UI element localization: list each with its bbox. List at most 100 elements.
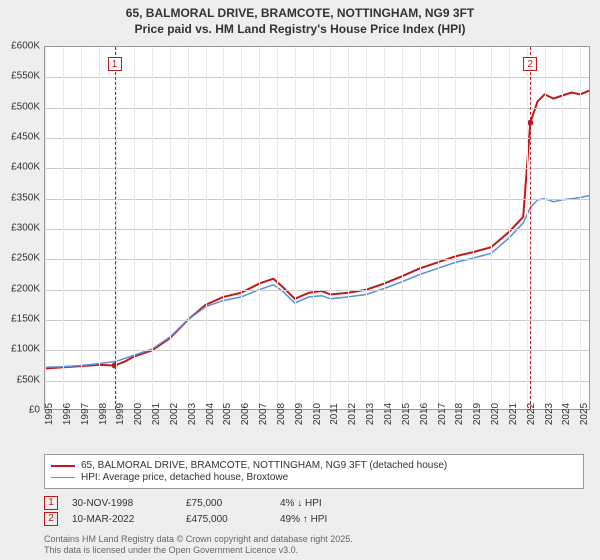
gridline-h: [45, 320, 589, 321]
event-marker: 1: [108, 57, 122, 71]
x-tick-label: 2005: [222, 403, 233, 425]
x-tick-label: 2018: [454, 403, 465, 425]
x-tick-label: 2025: [579, 403, 590, 425]
y-axis: £0£50K£100K£150K£200K£250K£300K£350K£400…: [0, 46, 44, 410]
gridline-v: [188, 47, 189, 409]
legend-swatch: [51, 465, 75, 467]
gridline-v: [438, 47, 439, 409]
gridline-v: [527, 47, 528, 409]
y-tick-label: £500K: [11, 101, 40, 112]
x-tick-label: 2010: [312, 403, 323, 425]
event-date: 30-NOV-1998: [72, 498, 172, 509]
x-tick-label: 2023: [544, 403, 555, 425]
y-tick-label: £0: [29, 405, 40, 416]
x-tick-label: 2012: [347, 403, 358, 425]
gridline-h: [45, 229, 589, 230]
gridline-v: [473, 47, 474, 409]
y-tick-label: £50K: [17, 374, 40, 385]
gridline-v: [562, 47, 563, 409]
y-tick-label: £300K: [11, 223, 40, 234]
gridline-v: [63, 47, 64, 409]
event-price: £475,000: [186, 514, 266, 525]
gridline-h: [45, 290, 589, 291]
gridline-v: [313, 47, 314, 409]
gridline-v: [348, 47, 349, 409]
event-date: 10-MAR-2022: [72, 514, 172, 525]
legend-row: HPI: Average price, detached house, Brox…: [51, 472, 577, 483]
gridline-h: [45, 168, 589, 169]
event-number-box: 2: [44, 512, 58, 526]
attribution-line1: Contains HM Land Registry data © Crown c…: [44, 534, 353, 545]
x-tick-label: 2019: [472, 403, 483, 425]
gridline-v: [366, 47, 367, 409]
gridline-v: [259, 47, 260, 409]
gridline-h: [45, 138, 589, 139]
chart-lines: [45, 47, 589, 409]
gridline-v: [170, 47, 171, 409]
x-tick-label: 2024: [561, 403, 572, 425]
x-tick-label: 1997: [80, 403, 91, 425]
x-tick-label: 2011: [329, 403, 340, 425]
y-tick-label: £550K: [11, 71, 40, 82]
legend-label: HPI: Average price, detached house, Brox…: [81, 472, 288, 483]
event-row: 2 10-MAR-2022 £475,000 49% ↑ HPI: [44, 512, 584, 526]
gridline-v: [295, 47, 296, 409]
legend-row: 65, BALMORAL DRIVE, BRAMCOTE, NOTTINGHAM…: [51, 460, 577, 471]
x-tick-label: 1995: [44, 403, 55, 425]
x-tick-label: 2007: [258, 403, 269, 425]
series-hpi: [45, 196, 589, 368]
gridline-v: [580, 47, 581, 409]
gridline-v: [241, 47, 242, 409]
gridline-v: [116, 47, 117, 409]
x-tick-label: 1996: [62, 403, 73, 425]
x-tick-label: 2004: [205, 403, 216, 425]
gridline-v: [420, 47, 421, 409]
x-tick-label: 2015: [401, 403, 412, 425]
x-tick-label: 2003: [187, 403, 198, 425]
event-number-box: 1: [44, 496, 58, 510]
x-tick-label: 2020: [490, 403, 501, 425]
gridline-v: [509, 47, 510, 409]
gridline-h: [45, 199, 589, 200]
legend: 65, BALMORAL DRIVE, BRAMCOTE, NOTTINGHAM…: [44, 454, 584, 489]
title-line1: 65, BALMORAL DRIVE, BRAMCOTE, NOTTINGHAM…: [0, 6, 600, 22]
gridline-h: [45, 77, 589, 78]
gridline-v: [402, 47, 403, 409]
attribution: Contains HM Land Registry data © Crown c…: [44, 534, 353, 556]
gridline-h: [45, 259, 589, 260]
title-line2: Price paid vs. HM Land Registry's House …: [0, 22, 600, 38]
x-tick-label: 1999: [115, 403, 126, 425]
gridline-v: [223, 47, 224, 409]
gridline-v: [491, 47, 492, 409]
y-tick-label: £350K: [11, 192, 40, 203]
event-delta: 4% ↓ HPI: [280, 498, 400, 509]
legend-swatch: [51, 477, 75, 478]
x-tick-label: 2000: [133, 403, 144, 425]
gridline-v: [384, 47, 385, 409]
gridline-v: [45, 47, 46, 409]
gridline-v: [545, 47, 546, 409]
y-tick-label: £600K: [11, 41, 40, 52]
y-tick-label: £400K: [11, 162, 40, 173]
x-tick-label: 2006: [240, 403, 251, 425]
gridline-v: [330, 47, 331, 409]
legend-label: 65, BALMORAL DRIVE, BRAMCOTE, NOTTINGHAM…: [81, 460, 447, 471]
x-tick-label: 2009: [294, 403, 305, 425]
event-row: 1 30-NOV-1998 £75,000 4% ↓ HPI: [44, 496, 584, 510]
gridline-v: [81, 47, 82, 409]
x-tick-label: 2001: [151, 403, 162, 425]
event-delta: 49% ↑ HPI: [280, 514, 400, 525]
gridline-v: [277, 47, 278, 409]
gridline-h: [45, 108, 589, 109]
chart-container: 65, BALMORAL DRIVE, BRAMCOTE, NOTTINGHAM…: [0, 0, 600, 560]
x-axis: 1995199619971998199920002001200220032004…: [44, 410, 590, 454]
gridline-h: [45, 381, 589, 382]
x-tick-label: 2021: [508, 403, 519, 425]
event-marker: 2: [523, 57, 537, 71]
attribution-line2: This data is licensed under the Open Gov…: [44, 545, 353, 556]
x-tick-label: 2014: [383, 403, 394, 425]
events-table: 1 30-NOV-1998 £75,000 4% ↓ HPI 2 10-MAR-2022 £…: [44, 494, 584, 528]
event-line: [530, 47, 531, 409]
gridline-v: [99, 47, 100, 409]
event-price: £75,000: [186, 498, 266, 509]
